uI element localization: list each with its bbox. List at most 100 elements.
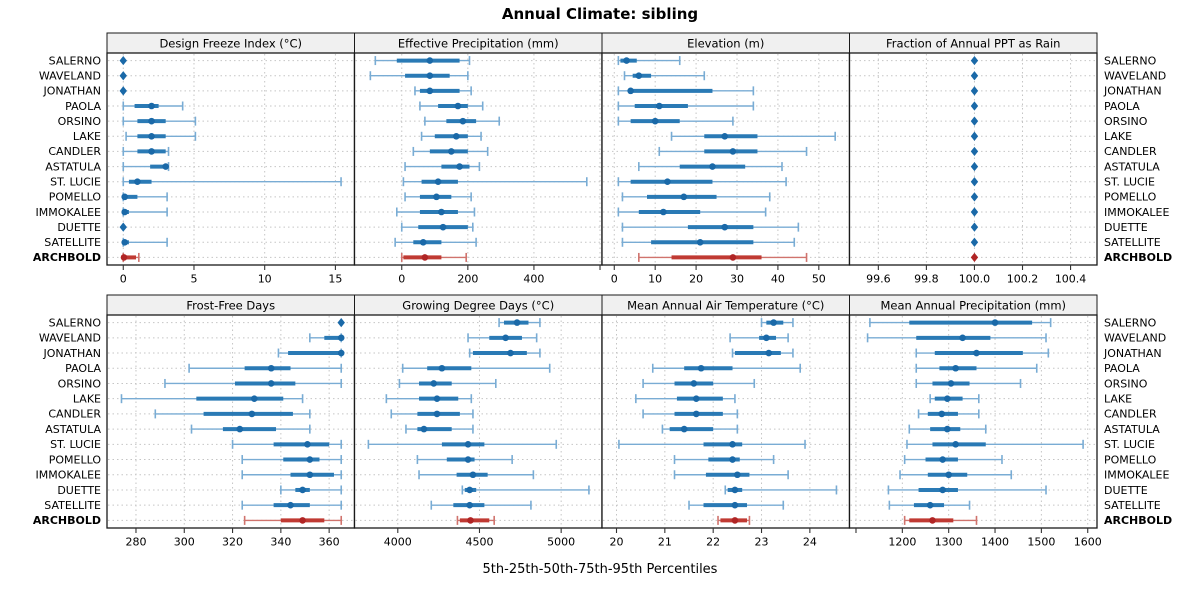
panel-background [354,53,602,265]
percentile-row-astatula [661,424,739,434]
percentile-row-salerno [869,318,1052,328]
panel-background [602,53,850,265]
percentile-row-jonathan [468,348,541,358]
site-label-right-pomello: POMELLO [1104,191,1157,204]
panel-strip-label: Mean Annual Precipitation (mm) [880,299,1066,313]
percentile-row-waveland [119,71,127,81]
axis-tick-label: 0 [120,273,127,286]
median-marker [464,456,472,463]
site-label-right-waveland: WAVELAND [1104,70,1166,83]
median-marker [655,102,663,110]
median-marker [947,380,955,387]
median-marker [970,192,979,202]
axis-tick-label: 280 [125,536,146,549]
percentile-row-waveland [729,333,789,343]
site-label-left-astatula: ASTATULA [45,423,101,436]
percentile-row-duette [621,222,800,232]
percentile-row-satellite [241,500,343,510]
median-marker [721,132,729,140]
median-marker [991,319,999,326]
site-label-left-satellite: SATELLITE [44,236,101,249]
median-marker [664,178,671,186]
median-marker [121,193,128,201]
median-marker [121,208,128,216]
percentile-row-lake [120,394,304,404]
percentile-row-duette [119,222,127,232]
median-marker [134,178,141,186]
site-label-right-waveland: WAVELAND [1104,332,1166,345]
median-marker [943,395,951,402]
axis-tick-label: 1600 [1074,536,1102,549]
median-marker [287,501,294,509]
median-marker [692,410,700,418]
median-marker [456,163,463,170]
percentile-row-paola [617,101,755,111]
median-marker [763,334,770,342]
median-marker [731,486,739,494]
median-marker [952,441,959,448]
percentile-row-lake [970,131,979,141]
site-label-left-orsino: ORSINO [58,115,102,128]
median-marker [433,193,440,201]
panel-strip-label: Mean Annual Air Temperature (°C) [627,299,824,313]
panel-background [107,53,355,265]
percentile-row-pomello [673,455,775,465]
percentile-row-jonathan [119,86,127,96]
panel: Elevation (m) 0 10 20 30 40 50 [601,32,851,286]
percentile-row-orsino [617,116,734,126]
percentile-row-candler [917,409,980,419]
median-marker [119,55,127,66]
percentile-row-paola [915,363,1038,373]
site-label-left-st-lucie: ST. LUCIE [50,176,101,189]
median-marker [970,177,979,187]
median-marker [938,410,946,418]
percentile-row-orsino [122,116,197,126]
median-marker [337,334,345,342]
axis-tick-label: 0 [611,273,618,286]
median-marker [729,441,736,448]
median-marker [696,238,704,246]
percentile-row-archbold [717,515,751,525]
percentile-row-satellite [394,237,477,247]
median-marker [148,148,155,155]
percentile-row-duette [970,222,979,232]
median-marker [973,349,980,357]
percentile-row-waveland [866,333,1047,343]
axis-tick-label: 99.8 [914,273,939,286]
median-marker [970,131,979,141]
percentile-row-waveland [970,71,979,81]
axis-tick-label: 30 [730,273,744,286]
median-marker [420,425,428,433]
panel-strip-label: Frost-Free Days [186,299,275,313]
axis-tick-label: 40 [771,273,785,286]
percentile-row-candler [390,409,474,419]
site-label-left-jonathan: JONATHAN [42,85,101,98]
axis-tick-label: 1200 [888,536,916,549]
median-marker [426,57,434,64]
median-marker [306,471,314,479]
median-marker [513,319,521,326]
median-marker [635,72,643,80]
axis-tick-label: 5000 [547,536,575,549]
site-label-left-salerno: SALERNO [49,54,102,67]
site-label-left-lake: LAKE [73,130,101,143]
percentile-row-orsino [970,116,979,126]
median-marker [943,425,951,433]
site-label-left-archbold: ARCHBOLD [33,251,101,264]
panel-background [849,315,1097,528]
percentile-row-candler [658,146,808,156]
axis-tick-label: 5 [190,273,197,286]
percentile-row-jonathan [414,86,472,96]
median-marker [433,395,441,402]
site-label-left-duette: DUETTE [57,484,101,497]
percentile-row-candler [154,409,311,419]
site-label-right-satellite: SATELLITE [1104,236,1161,249]
median-marker [430,380,438,387]
median-marker [267,380,275,387]
median-marker [248,410,256,418]
percentile-row-satellite [688,500,785,510]
percentile-row-candler [642,409,739,419]
site-label-left-waveland: WAVELAND [39,70,101,83]
site-label-right-candler: CANDLER [1104,145,1157,158]
median-marker [970,55,979,66]
